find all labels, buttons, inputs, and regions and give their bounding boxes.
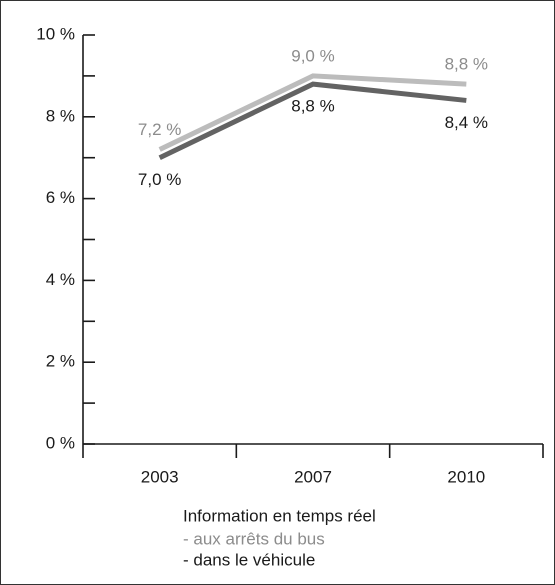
y-tick-label: 8 % bbox=[46, 106, 75, 125]
data-label: 7,0 % bbox=[138, 170, 181, 189]
y-tick-label: 10 % bbox=[36, 24, 75, 43]
legend-title: Information en temps réel bbox=[183, 506, 376, 525]
y-tick-label: 0 % bbox=[46, 433, 75, 452]
x-tick-label: 2007 bbox=[294, 467, 332, 486]
y-tick-label: 4 % bbox=[46, 270, 75, 289]
data-label: 9,0 % bbox=[291, 46, 334, 65]
data-label: 7,2 % bbox=[138, 120, 181, 139]
data-label: 8,8 % bbox=[445, 55, 488, 74]
series-line bbox=[158, 73, 467, 152]
data-label: 8,4 % bbox=[445, 113, 488, 132]
series-line bbox=[158, 81, 467, 160]
y-tick-label: 2 % bbox=[46, 352, 75, 371]
legend-entry: - dans le véhicule bbox=[183, 550, 315, 569]
data-label: 8,8 % bbox=[291, 97, 334, 116]
y-tick-label: 6 % bbox=[46, 188, 75, 207]
x-tick-label: 2003 bbox=[141, 467, 179, 486]
legend-entry: - aux arrêts du bus bbox=[183, 529, 325, 548]
x-tick-label: 2010 bbox=[447, 467, 485, 486]
